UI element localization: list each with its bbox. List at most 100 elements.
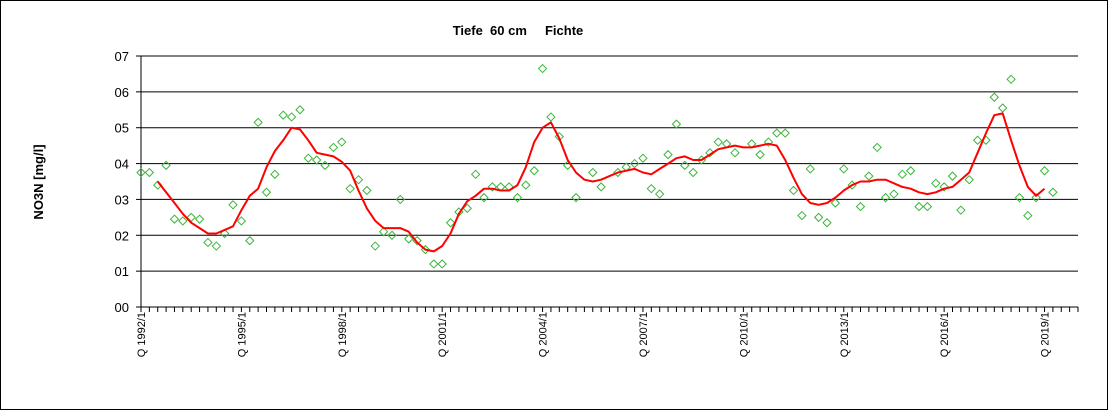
- data-point: [1014, 192, 1025, 203]
- y-tick-label-7: 07: [115, 49, 129, 64]
- data-point: [161, 160, 171, 171]
- data-point: [278, 110, 288, 120]
- data-point: [629, 158, 640, 169]
- data-point: [479, 192, 489, 203]
- data-point: [362, 185, 372, 196]
- data-point: [245, 235, 255, 246]
- data-point: [487, 182, 498, 192]
- data-point: [922, 201, 933, 212]
- data-point: [236, 216, 247, 226]
- data-point: [136, 167, 146, 178]
- data-point: [830, 198, 841, 208]
- data-point: [144, 167, 155, 178]
- y-tick-label-5: 05: [115, 121, 129, 136]
- data-point: [596, 182, 606, 192]
- data-point: [404, 234, 414, 244]
- data-point: [839, 164, 849, 174]
- trend-line-series: [156, 112, 1046, 253]
- data-point: [713, 137, 723, 147]
- x-tick-labels: Q 1992/1 Q 1995/1 Q 1998/1 Q 2001/1 Q 2004/1…: [136, 312, 1052, 357]
- data-point: [780, 128, 790, 138]
- data-point: [654, 189, 665, 199]
- data-point: [730, 148, 740, 158]
- data-point: [797, 210, 807, 221]
- data-point: [646, 183, 657, 194]
- x-tick-label-6: Q 2010/1: [738, 312, 750, 357]
- data-point: [320, 160, 330, 171]
- data-point: [914, 201, 924, 212]
- data-point: [219, 228, 230, 239]
- data-point: [521, 180, 531, 190]
- data-point: [370, 241, 380, 251]
- data-point: [763, 137, 774, 147]
- data-point: [755, 149, 765, 160]
- data-point: [529, 166, 539, 176]
- data-point: [395, 194, 406, 205]
- x-tick-label-3: Q 2001/1: [437, 312, 449, 357]
- data-point: [638, 153, 648, 163]
- data-point: [705, 148, 715, 158]
- data-point: [805, 164, 815, 174]
- data-point: [512, 192, 523, 203]
- data-point: [429, 259, 439, 269]
- data-point: [1031, 192, 1041, 203]
- data-point: [303, 153, 314, 163]
- data-point: [956, 205, 966, 215]
- data-point: [822, 218, 832, 228]
- data-point: [939, 182, 949, 192]
- data-point: [546, 112, 556, 122]
- x-tick-label-9: Q 2019/1: [1040, 312, 1052, 357]
- data-point: [671, 119, 682, 129]
- data-point: [905, 166, 916, 176]
- data-point: [889, 189, 899, 199]
- y-tick-label-6: 06: [115, 85, 129, 100]
- data-point: [537, 63, 548, 74]
- y-tick-label-0: 00: [115, 300, 129, 315]
- data-point: [169, 214, 180, 224]
- x-tick-label-5: Q 2007/1: [638, 312, 650, 357]
- x-tick-label-8: Q 2016/1: [939, 312, 951, 357]
- data-point: [897, 169, 908, 180]
- data-point: [387, 230, 397, 240]
- data-point: [688, 167, 698, 178]
- y-tick-label-4: 04: [115, 157, 129, 172]
- data-point: [964, 175, 974, 185]
- data-point: [855, 201, 866, 212]
- data-point: [286, 112, 297, 122]
- data-point: [445, 218, 456, 228]
- x-tick-label-1: Q 1995/1: [236, 312, 248, 357]
- data-point: [680, 160, 690, 171]
- data-point: [1048, 187, 1058, 197]
- data-point: [228, 200, 238, 210]
- x-tick-label-7: Q 2013/1: [839, 312, 851, 357]
- data-point: [211, 241, 222, 251]
- data-point: [663, 149, 673, 160]
- scatter-series: [136, 63, 1058, 269]
- data-point: [571, 192, 581, 203]
- data-point: [872, 142, 882, 153]
- data-point: [194, 214, 205, 224]
- y-tick-labels: 00 01 02 03 04 05 06 07: [115, 49, 129, 315]
- axes: [136, 55, 1079, 312]
- data-point: [813, 212, 824, 223]
- y-tick-label-2: 02: [115, 228, 129, 243]
- data-point: [788, 185, 799, 196]
- x-tick-label-4: Q 2004/1: [538, 312, 550, 357]
- data-point: [880, 192, 891, 203]
- data-point: [772, 128, 782, 138]
- y-tick-label-1: 01: [115, 264, 129, 279]
- data-point: [311, 155, 322, 165]
- data-point: [588, 167, 598, 178]
- data-point: [947, 171, 958, 181]
- data-point: [1039, 166, 1050, 176]
- data-point: [997, 103, 1008, 113]
- data-point: [1023, 210, 1033, 221]
- data-point: [337, 137, 347, 147]
- y-axis-label: NO3N [mg/l]: [31, 144, 46, 219]
- data-point: [972, 135, 983, 145]
- data-point: [353, 175, 364, 185]
- data-point: [864, 171, 874, 181]
- data-point: [345, 183, 355, 194]
